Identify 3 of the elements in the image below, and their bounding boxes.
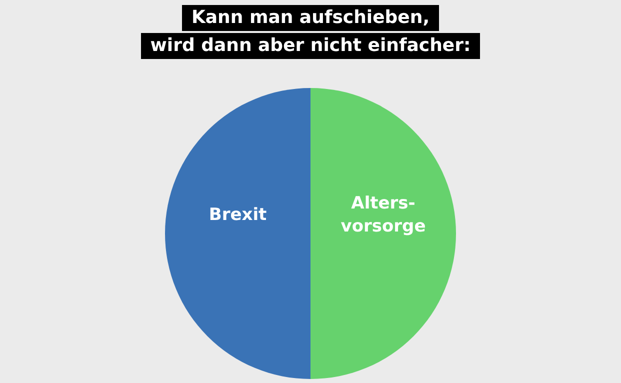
chart-title: Kann man aufschieben, wird dann aber nicht einfacher: [149,6,472,58]
slice-label: Brexit [208,204,267,225]
slice-label: Alters- vorsorge [340,193,426,236]
